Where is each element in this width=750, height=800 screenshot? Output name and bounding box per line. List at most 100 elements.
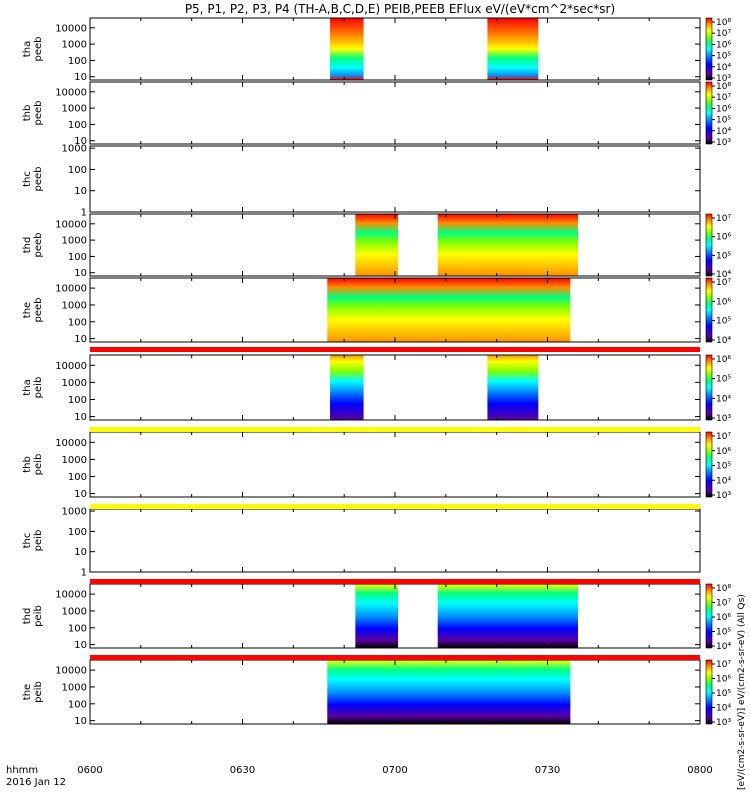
y-tick-label: 1000	[62, 507, 87, 518]
panel-y-label: thbpeeb	[22, 101, 44, 126]
panel-y-label-line: thd	[22, 237, 33, 254]
x-axis-label-line1: hhmm	[6, 765, 38, 776]
y-tick-label: 10000	[55, 219, 87, 230]
y-tick-label: 1000	[62, 40, 87, 51]
panel-y-label-line: peeb	[33, 298, 44, 323]
colorbar-tick-label: 10⁴	[716, 394, 731, 404]
y-tick-label: 100	[68, 472, 87, 483]
panel-y-label: thapeib	[22, 377, 44, 399]
colorbar-gradient	[705, 431, 713, 498]
colorbar-tick-label: 10⁸	[716, 82, 731, 92]
strip-red	[90, 655, 700, 660]
y-tick-label: 10	[74, 412, 87, 423]
panel-y-label-line: thc	[22, 533, 33, 549]
colorbar: 10³ 10⁴ 10⁵ 10⁶ 10⁷	[705, 659, 731, 728]
colorbar-tick-label: 10⁵	[716, 52, 731, 62]
x-axis: hhmm 2016 Jan 12 0600 0630 0700 0730 0800	[6, 765, 713, 788]
colorbar: 10⁴ 10⁵ 10⁶ 10⁷	[705, 213, 731, 280]
panel-y-label-line: peib	[33, 605, 44, 627]
y-tick-label: 100	[68, 56, 87, 67]
panel-y-label-line: thc	[22, 171, 33, 187]
x-tick-label: 0700	[382, 765, 407, 776]
colorbar-tick-label: 10⁶	[716, 613, 731, 623]
x-tick-label: 0630	[230, 765, 255, 776]
panel-y-label-line: tha	[22, 379, 33, 395]
colorbar-tick-label: 10⁴	[716, 127, 731, 137]
colorbar-tick-label: 10⁷	[716, 29, 731, 39]
spectrogram-block	[330, 18, 364, 80]
y-tick-label: 10000	[55, 590, 87, 601]
panel-y-label: thbpeib	[22, 454, 44, 476]
y-tick-label: 10000	[55, 666, 87, 677]
colorbar-tick-label: 10⁵	[716, 317, 731, 327]
panel-y-label-line: peib	[33, 530, 44, 552]
panel-thd-peeb: 10 100 1000 10000 thdpeeb 10⁴ 10⁵ 10⁶ 10⁷	[22, 213, 731, 280]
panels-group: 10100100010000thapeeb10³10⁴10⁵10⁶10⁷10⁸1…	[22, 17, 731, 728]
panel-y-label-line: peeb	[33, 37, 44, 62]
colorbar-tick-label: 10³	[716, 491, 731, 501]
colorbar-tick-label: 10⁶	[716, 675, 731, 685]
colorbar-tick-label: 10⁴	[716, 63, 731, 73]
colorbar-tick-label: 10³	[716, 74, 731, 84]
colorbar-tick-label: 10⁸	[716, 584, 731, 594]
panel-frame	[89, 145, 701, 213]
panel-y-label: thcpeeb	[22, 167, 44, 192]
panel-y-label-line: peeb	[33, 167, 44, 192]
colorbar-tick-label: 10³	[716, 138, 731, 148]
colorbar-gradient	[705, 659, 713, 725]
colorbar-tick-label: 10³	[716, 718, 731, 728]
panel-y-label-line: the	[22, 302, 33, 318]
colorbar-gradient	[705, 213, 713, 277]
y-tick-label: 100	[68, 527, 87, 538]
y-tick-label: 10	[74, 489, 87, 500]
panel-y-label-line: peib	[33, 454, 44, 476]
strip-red	[90, 347, 700, 352]
colorbar-tick-label: 10⁶	[716, 447, 731, 457]
spectrogram-block	[330, 355, 364, 420]
x-tick-label: 0800	[687, 765, 712, 776]
colorbar-tick-label: 10⁵	[716, 116, 731, 126]
panel-y-label-line: thb	[22, 456, 33, 473]
colorbar-gradient	[705, 354, 713, 421]
y-tick-label: 10	[74, 334, 87, 345]
panel-y-label-line: peeb	[33, 233, 44, 258]
panel-frame	[89, 354, 701, 421]
colorbar-tick-label: 10⁴	[716, 704, 731, 714]
colorbar-tick-label: 10⁵	[716, 375, 731, 385]
colorbar-tick-label: 10⁷	[716, 432, 731, 442]
panel-y-label: thdpeeb	[22, 233, 44, 258]
panel-y-label-line: thb	[22, 105, 33, 122]
panel-y-label: thepeeb	[22, 298, 44, 323]
figure-title: P5, P1, P2, P3, P4 (TH-A,B,C,D,E) PEIB,P…	[185, 2, 615, 16]
panel-y-label-line: thd	[22, 608, 33, 625]
x-tick-label: 0730	[535, 765, 560, 776]
colorbar-tick-label: 10⁶	[716, 297, 731, 307]
panel-y-label-line: the	[22, 684, 33, 700]
y-tick-label: 100	[68, 395, 87, 406]
y-tick-label: 1000	[62, 606, 87, 617]
y-tick-label: 10	[74, 640, 87, 651]
x-axis-label-line2: 2016 Jan 12	[6, 777, 66, 788]
colorbar-tick-label: 10⁶	[716, 355, 731, 365]
y-tick-label: 1	[81, 208, 87, 219]
y-tick-label: 10	[74, 136, 87, 147]
colorbar-tick-label: 10⁷	[716, 599, 731, 609]
colorbar-tick-label: 10⁷	[716, 214, 731, 224]
panel-y-label-line: peib	[33, 681, 44, 703]
colorbar-tick-label: 10⁵	[716, 689, 731, 699]
colorbar-tick-label: 10⁴	[716, 336, 731, 346]
y-tick-label: 10	[74, 72, 87, 83]
panel-the-peib: 10 100 1000 10000 thepeib 10³ 10⁴ 10⁵ 10⁶ 10⁷	[22, 659, 731, 728]
colorbar-gradient	[705, 583, 713, 649]
y-tick-label: 10000	[55, 284, 87, 295]
colorbar-gradient	[705, 17, 713, 81]
colorbar-tick-label: 10⁴	[716, 270, 731, 280]
panel-y-label-line: peeb	[33, 101, 44, 126]
colorbar-tick-label: 10⁵	[716, 251, 731, 261]
spectrogram-block	[437, 584, 578, 648]
panel-the-peeb: 10 100 1000 10000 thepeeb 10⁴ 10⁵ 10⁶ 10⁷	[22, 277, 731, 346]
panel-y-label-line: peib	[33, 377, 44, 399]
